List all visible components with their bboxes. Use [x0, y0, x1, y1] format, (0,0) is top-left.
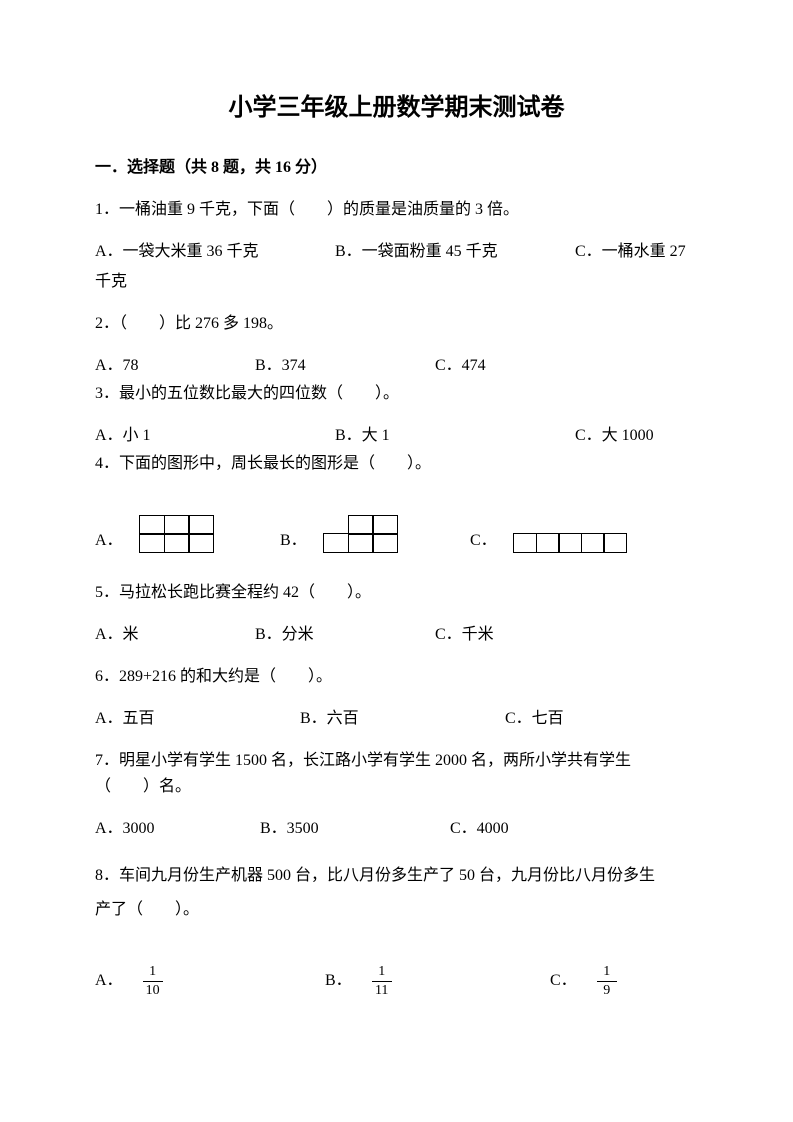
fraction-b: 1 11 — [372, 964, 392, 998]
shape-b — [325, 516, 399, 553]
q6-option-c: C．七百 — [505, 707, 564, 731]
q4-option-c-label: C． — [470, 529, 497, 553]
q3-text: 3．最小的五位数比最大的四位数（ ）。 — [95, 382, 698, 406]
q4-option-b-label: B． — [280, 529, 307, 553]
q6-option-b: B．六百 — [300, 707, 505, 731]
q1-option-c-cont: 千克 — [95, 270, 698, 294]
question-5: 5．马拉松长跑比赛全程约 42（ ）。 A．米 B．分米 C．千米 — [95, 581, 698, 647]
q8-text-1: 8．车间九月份生产机器 500 台，比八月份多生产了 50 台，九月份比八月份多… — [95, 859, 698, 893]
q3-option-c: C．大 1000 — [575, 424, 654, 448]
q8-option-b: B． 1 11 — [325, 964, 550, 998]
question-8: 8．车间九月份生产机器 500 台，比八月份多生产了 50 台，九月份比八月份多… — [95, 859, 698, 998]
q7-option-a: A．3000 — [95, 817, 260, 841]
q4-text: 4．下面的图形中，周长最长的图形是（ ）。 — [95, 452, 698, 476]
shape-c — [515, 535, 628, 554]
q1-option-c: C．一桶水重 27 — [575, 240, 686, 264]
q2-text: 2．（ ）比 276 多 198。 — [95, 312, 698, 336]
question-4: 4．下面的图形中，周长最长的图形是（ ）。 A． B． C． — [95, 452, 698, 553]
q5-option-c: C．千米 — [435, 623, 494, 647]
q8-text-2: 产了（ ）。 — [95, 893, 698, 927]
fraction-a: 1 10 — [143, 964, 163, 998]
q4-option-a-label: A． — [95, 529, 123, 553]
page-title: 小学三年级上册数学期末测试卷 — [95, 90, 698, 126]
question-2: 2．（ ）比 276 多 198。 A．78 B．374 C．474 — [95, 312, 698, 378]
q7-text-1: 7．明星小学有学生 1500 名，长江路小学有学生 2000 名，两所小学共有学… — [95, 749, 698, 773]
q5-option-a: A．米 — [95, 623, 255, 647]
q5-text: 5．马拉松长跑比赛全程约 42（ ）。 — [95, 581, 698, 605]
q3-option-b: B．大 1 — [335, 424, 575, 448]
question-1: 1．一桶油重 9 千克，下面（ ）的质量是油质量的 3 倍。 A．一袋大米重 3… — [95, 198, 698, 294]
q7-option-c: C．4000 — [450, 817, 509, 841]
q1-option-b: B．一袋面粉重 45 千克 — [335, 240, 575, 264]
question-3: 3．最小的五位数比最大的四位数（ ）。 A．小 1 B．大 1 C．大 1000 — [95, 382, 698, 448]
q2-option-b: B．374 — [255, 354, 435, 378]
q6-option-a: A．五百 — [95, 707, 300, 731]
q1-option-a: A．一袋大米重 36 千克 — [95, 240, 335, 264]
q7-option-b: B．3500 — [260, 817, 450, 841]
q2-option-a: A．78 — [95, 354, 255, 378]
q2-option-c: C．474 — [435, 354, 486, 378]
q8-option-c: C． 1 9 — [550, 964, 617, 998]
q1-text: 1．一桶油重 9 千克，下面（ ）的质量是油质量的 3 倍。 — [95, 198, 698, 222]
question-7: 7．明星小学有学生 1500 名，长江路小学有学生 2000 名，两所小学共有学… — [95, 749, 698, 841]
section-header: 一．选择题（共 8 题，共 16 分） — [95, 156, 698, 180]
q8-option-a: A． 1 10 — [95, 964, 325, 998]
fraction-c: 1 9 — [597, 964, 617, 998]
shape-a — [141, 516, 215, 553]
q7-text-2: （ ）名。 — [95, 775, 698, 799]
question-6: 6．289+216 的和大约是（ ）。 A．五百 B．六百 C．七百 — [95, 665, 698, 731]
q6-text: 6．289+216 的和大约是（ ）。 — [95, 665, 698, 689]
q3-option-a: A．小 1 — [95, 424, 335, 448]
q5-option-b: B．分米 — [255, 623, 435, 647]
